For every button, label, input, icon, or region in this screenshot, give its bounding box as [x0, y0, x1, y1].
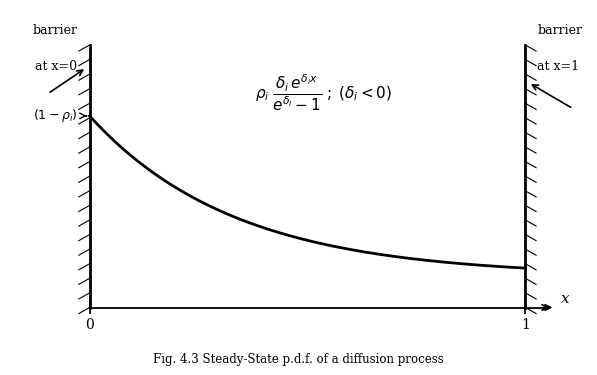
Text: barrier: barrier: [33, 24, 78, 38]
Text: at x=0: at x=0: [35, 60, 78, 73]
Text: at x=1: at x=1: [537, 60, 580, 73]
Text: Fig. 4.3 Steady-State p.d.f. of a diffusion process: Fig. 4.3 Steady-State p.d.f. of a diffus…: [153, 354, 444, 366]
Text: barrier: barrier: [537, 24, 582, 38]
Text: $(1-\rho_i)$: $(1-\rho_i)$: [33, 107, 78, 124]
Text: x: x: [561, 292, 570, 306]
Text: $\rho_i \; \dfrac{\delta_i \, e^{\delta_i x}}{e^{\delta_i}-1} \; ; \; (\delta_i : $\rho_i \; \dfrac{\delta_i \, e^{\delta_…: [255, 72, 392, 112]
Text: 0: 0: [85, 318, 94, 332]
Text: 1: 1: [521, 318, 530, 332]
